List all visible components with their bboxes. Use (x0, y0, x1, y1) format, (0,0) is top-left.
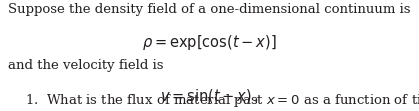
Text: 1.  What is the flux of material past $x = 0$ as a function of time?: 1. What is the flux of material past $x … (25, 92, 419, 109)
Text: $v = \sin(t - x)\,.$: $v = \sin(t - x)\,.$ (160, 87, 259, 105)
Text: Suppose the density field of a one-dimensional continuum is: Suppose the density field of a one-dimen… (8, 3, 410, 16)
Text: $\rho = \mathrm{exp}[\cos(t - x)]$: $\rho = \mathrm{exp}[\cos(t - x)]$ (142, 33, 277, 52)
Text: and the velocity field is: and the velocity field is (8, 59, 163, 72)
